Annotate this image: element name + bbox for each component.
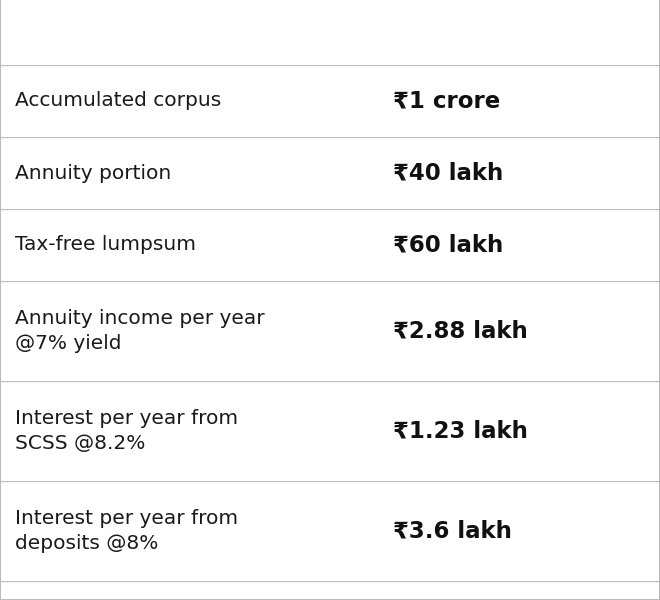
Text: Interest per year from
SCSS @8.2%: Interest per year from SCSS @8.2%: [15, 409, 238, 454]
Text: Annuity income per year
@7% yield: Annuity income per year @7% yield: [15, 308, 265, 353]
Text: Interest per year from
deposits @8%: Interest per year from deposits @8%: [15, 509, 238, 553]
Text: ₹60 lakh: ₹60 lakh: [393, 233, 503, 257]
Text: ₹2.88 lakh: ₹2.88 lakh: [393, 319, 528, 343]
Text: Annuity portion: Annuity portion: [15, 164, 171, 182]
Text: Annuity plus fixed income: Annuity plus fixed income: [126, 19, 534, 46]
Text: ₹1 crore: ₹1 crore: [393, 89, 500, 113]
Text: ₹3.6 lakh: ₹3.6 lakh: [393, 520, 512, 542]
Text: ₹40 lakh: ₹40 lakh: [393, 161, 503, 185]
Text: Accumulated corpus: Accumulated corpus: [15, 91, 221, 110]
Text: Tax-free lumpsum: Tax-free lumpsum: [15, 235, 196, 254]
Text: ₹1.23 lakh: ₹1.23 lakh: [393, 419, 528, 443]
